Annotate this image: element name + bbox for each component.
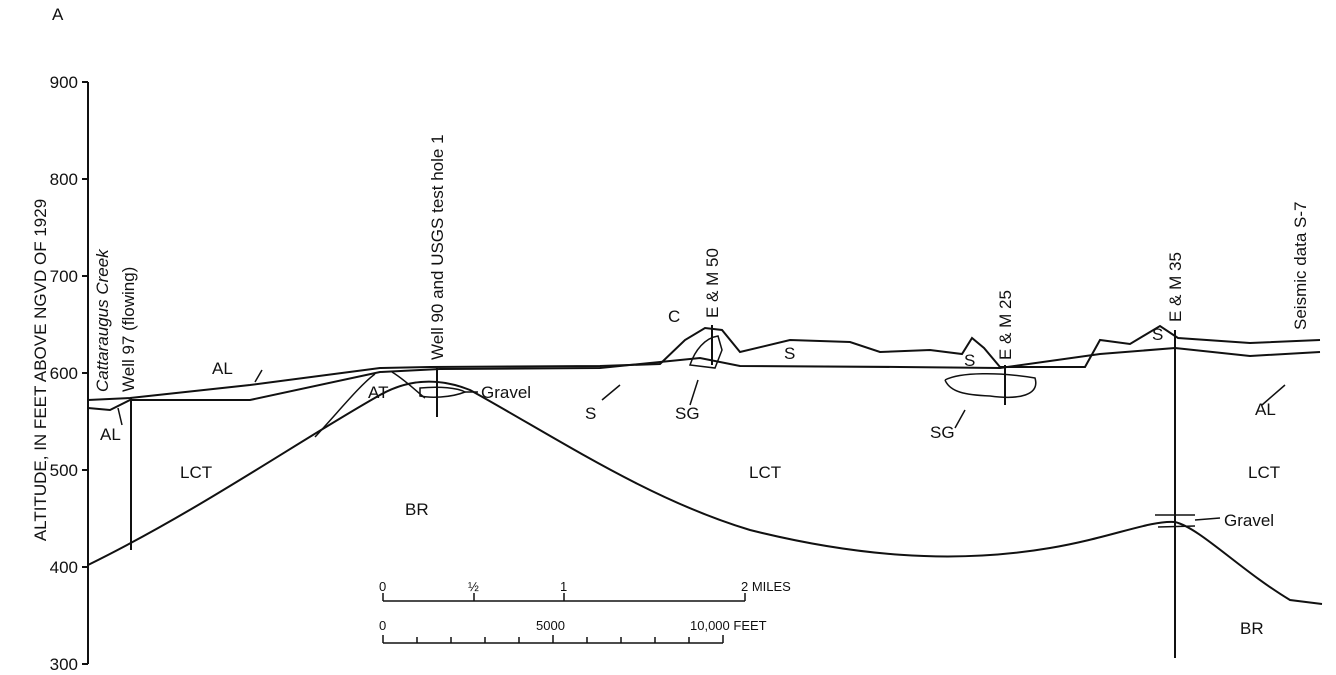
unit-label: C (668, 307, 680, 326)
unit-label: S (964, 351, 975, 370)
scale-label: 5000 (536, 618, 565, 633)
gravel-lens (420, 387, 465, 397)
site-label: E & M 35 (1166, 252, 1185, 322)
scale-label: ½ (468, 579, 479, 594)
tick-label: 600 (50, 364, 78, 383)
unit-label: LCT (749, 463, 781, 482)
tick-label: 700 (50, 267, 78, 286)
site-label: Well 97 (flowing) (119, 267, 138, 392)
unit-label: S (1152, 325, 1163, 344)
site-label: Cattaraugus Creek (93, 248, 112, 392)
scale-ticks (383, 635, 723, 643)
scale-label: 10,000 FEET (690, 618, 767, 633)
unit-label: BR (1240, 619, 1264, 638)
unit-label: SG (675, 404, 700, 423)
site-label: Well 90 and USGS test hole 1 (428, 134, 447, 360)
bedrock-surface (88, 382, 1322, 604)
site-label: E & M 25 (996, 290, 1015, 360)
axis-label: ALTITUDE, IN FEET ABOVE NGVD OF 1929 (31, 199, 50, 541)
unit-label: S (784, 344, 795, 363)
unit-label: AT (368, 383, 388, 402)
site-label: Seismic data S-7 (1291, 202, 1310, 331)
contact-line (88, 348, 1320, 410)
scale-label: 0 (379, 618, 386, 633)
sg-lens (945, 374, 1036, 398)
tick-label: 400 (50, 558, 78, 577)
unit-label: LCT (1248, 463, 1280, 482)
unit-label: Gravel (1224, 511, 1274, 530)
unit-label: LCT (180, 463, 212, 482)
unit-label: AL (212, 359, 233, 378)
site-label: E & M 50 (703, 248, 722, 318)
panel-label: A (52, 5, 64, 24)
tick-label: 300 (50, 655, 78, 674)
tick-label: 900 (50, 73, 78, 92)
tick-label: 500 (50, 461, 78, 480)
tick-label: 800 (50, 170, 78, 189)
unit-label: SG (930, 423, 955, 442)
unit-label: S (585, 404, 596, 423)
scale-label: 0 (379, 579, 386, 594)
scale-label: 1 (560, 579, 567, 594)
unit-label: Gravel (481, 383, 531, 402)
leader (118, 370, 1285, 520)
unit-label: AL (100, 425, 121, 444)
land-surface (88, 326, 1320, 400)
scale-label: 2 MILES (741, 579, 791, 594)
unit-label: BR (405, 500, 429, 519)
sg-lens (690, 336, 722, 368)
cross-section: A ALTITUDE, IN FEET ABOVE NGVD OF 1929 9… (0, 0, 1336, 675)
